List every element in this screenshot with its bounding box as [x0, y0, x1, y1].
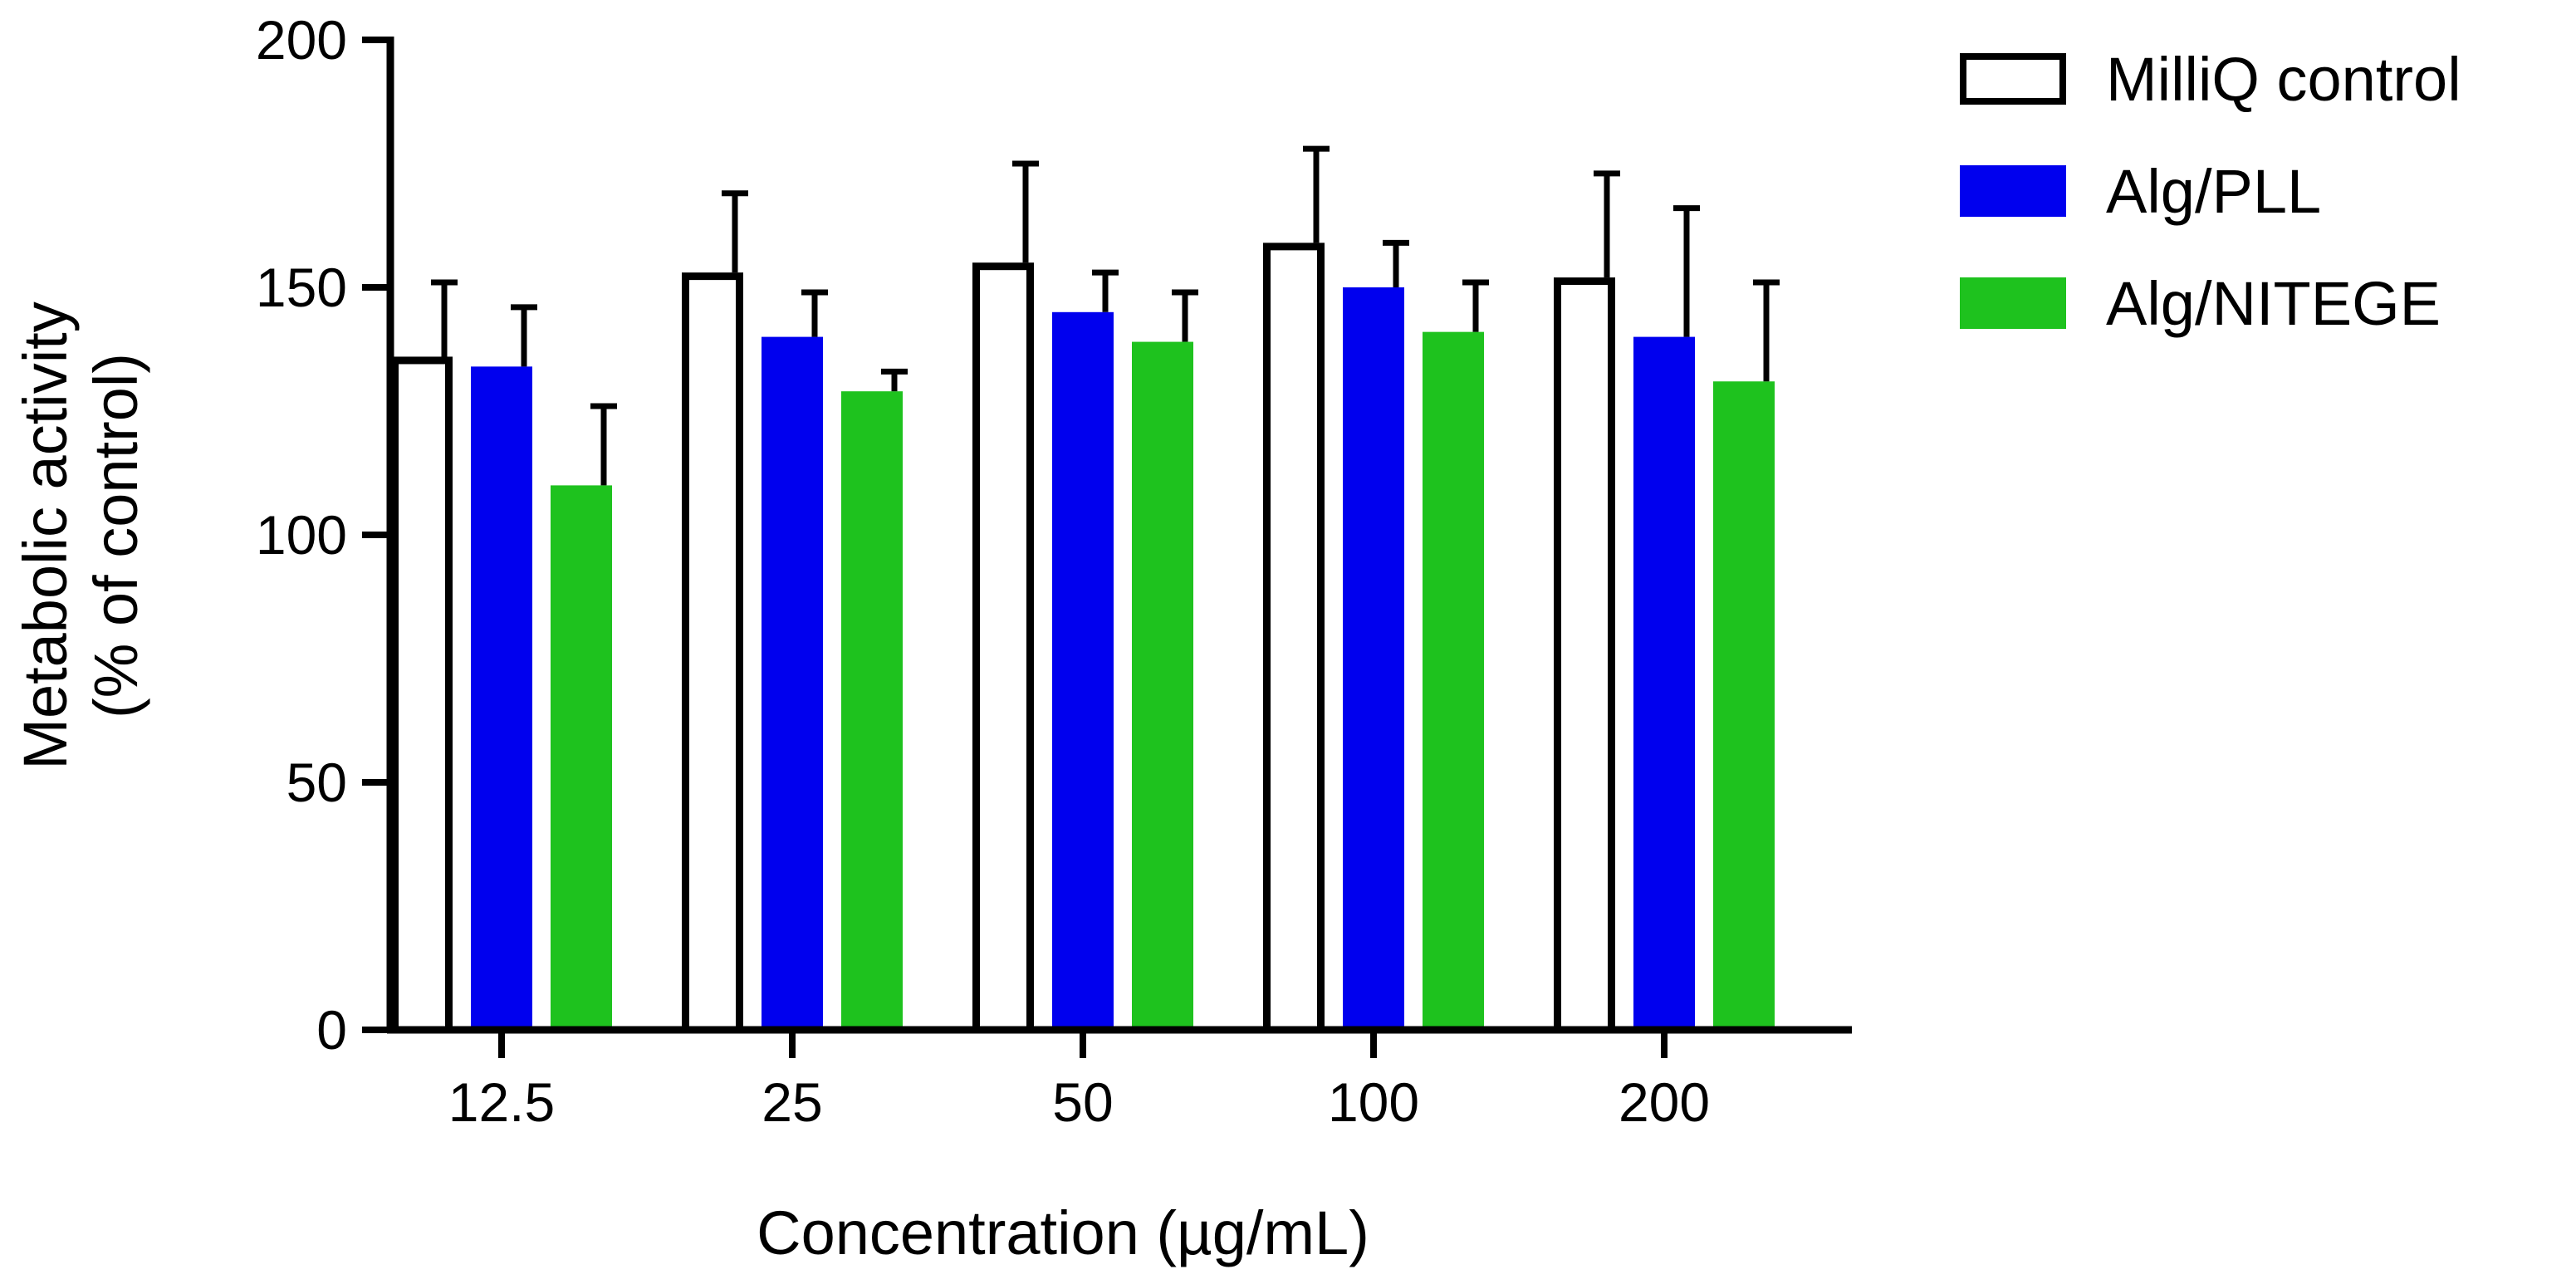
bar-milliq-control-12.5 — [391, 356, 453, 1034]
legend: MilliQ control Alg/PLL Alg/NITEGE — [1960, 45, 2461, 338]
legend-label: Alg/PLL — [2106, 157, 2321, 226]
plot-area — [391, 145, 1780, 1034]
bar-alg-nitege-12.5 — [551, 485, 612, 1030]
legend-swatch-0 — [1960, 53, 2066, 105]
bar-alg-nitege-100 — [1423, 331, 1484, 1030]
bar-alg-nitege-25 — [841, 391, 903, 1030]
y-tick-label: 150 — [256, 257, 347, 318]
y-axis-title-line-1: Metabolic activity — [11, 301, 80, 769]
legend-label: MilliQ control — [2106, 45, 2461, 114]
y-tick-label: 200 — [256, 9, 347, 71]
x-tick-label: 12.5 — [448, 1071, 555, 1133]
legend-label: Alg/NITEGE — [2106, 269, 2441, 338]
bar-alg-nitege-50 — [1132, 341, 1193, 1030]
x-tick-label: 200 — [1619, 1071, 1710, 1133]
x-tick-label: 100 — [1328, 1071, 1419, 1133]
bar-milliq-control-25 — [682, 272, 743, 1034]
y-tick-label: 0 — [316, 999, 347, 1061]
x-tick-label: 25 — [762, 1071, 822, 1133]
bar-alg-pll-12.5 — [471, 366, 532, 1030]
bar-alg-pll-50 — [1052, 311, 1114, 1030]
bar-alg-pll-100 — [1343, 287, 1404, 1030]
x-tick-label: 50 — [1052, 1071, 1113, 1133]
bar-milliq-control-100 — [1263, 243, 1325, 1034]
bar-alg-pll-200 — [1633, 336, 1695, 1031]
bar-milliq-control-50 — [972, 262, 1034, 1034]
x-axis-title: Concentration (µg/mL) — [757, 1198, 1369, 1267]
bar-alg-nitege-200 — [1713, 381, 1775, 1030]
bar-milliq-control-200 — [1554, 277, 1615, 1034]
bar-alg-pll-25 — [762, 336, 823, 1031]
y-tick-label: 100 — [256, 504, 347, 566]
y-tick-label: 50 — [286, 752, 347, 813]
legend-swatch-1 — [1960, 165, 2066, 217]
axes: 12.5 25 50 100 200 0 50 100 150 200 — [256, 9, 1852, 1133]
y-axis-title-line-2: (% of control) — [81, 353, 150, 718]
legend-swatch-2 — [1960, 277, 2066, 329]
